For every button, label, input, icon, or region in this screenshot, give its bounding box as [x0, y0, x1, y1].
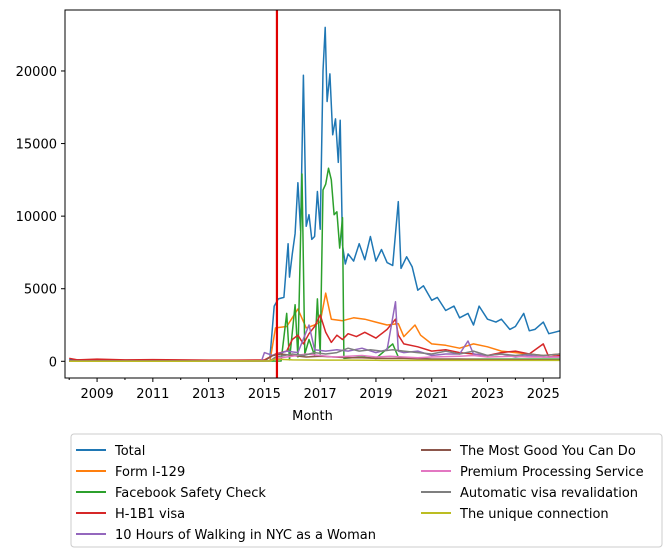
x-tick-label: 2019 — [359, 387, 392, 402]
x-tick-label: 2013 — [192, 387, 225, 402]
x-tick-label: 2025 — [527, 387, 560, 402]
x-axis: 2009 2011 2013 2015 2017 2019 2021 2023 2025 — [68, 378, 560, 402]
series-line-7 — [69, 347, 560, 362]
plot-frame — [64, 9, 561, 379]
legend-label: The Most Good You Can Do — [459, 444, 636, 459]
y-tick-label: 0 — [49, 355, 57, 370]
x-tick-label: 2023 — [471, 387, 504, 402]
legend-label: The unique connection — [459, 507, 609, 522]
y-tick-label: 15000 — [16, 138, 57, 153]
x-tick-label: 2015 — [248, 387, 281, 402]
series-line-0 — [69, 26, 560, 362]
x-tick-label: 2009 — [81, 387, 114, 402]
legend-label: Form I-129 — [115, 465, 185, 480]
x-tick-label: 2011 — [136, 387, 169, 402]
series-line-6 — [69, 353, 560, 362]
legend-label: Premium Processing Service — [460, 465, 644, 480]
x-tick-label: 2021 — [415, 387, 448, 402]
y-tick-label: 5000 — [24, 283, 57, 298]
series-layer — [69, 26, 560, 362]
legend-label: H-1B1 visa — [115, 507, 185, 522]
legend: Total Form I-129 Facebook Safety Check H-1B… — [70, 433, 663, 548]
x-tick-label: 2017 — [304, 387, 337, 402]
legend-box — [70, 433, 663, 548]
y-tick-label: 10000 — [16, 210, 57, 225]
legend-label: Facebook Safety Check — [115, 486, 266, 501]
series-line-1 — [69, 292, 560, 362]
x-axis-label: Month — [292, 409, 333, 424]
legend-label: 10 Hours of Walking in NYC as a Woman — [115, 528, 376, 543]
legend-label: Automatic visa revalidation — [460, 486, 638, 501]
y-axis: 0 5000 10000 15000 20000 — [16, 65, 65, 370]
y-tick-label: 20000 — [16, 65, 57, 80]
series-line-8 — [69, 358, 560, 362]
legend-label: Total — [114, 444, 145, 459]
